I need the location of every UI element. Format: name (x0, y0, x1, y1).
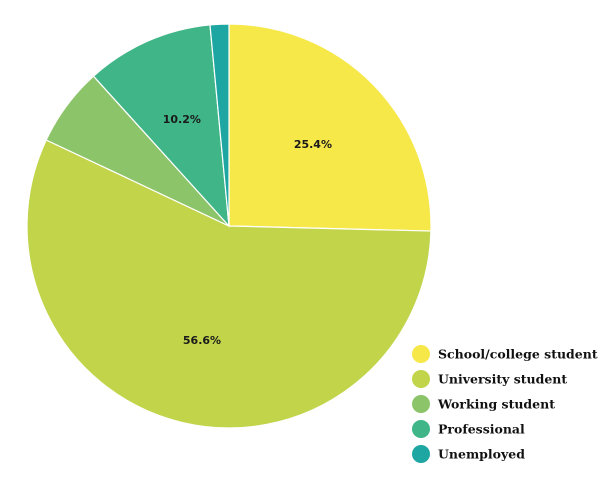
pie-slices (26, 23, 432, 429)
slice-value-label-school-college-student: 25.4% (294, 138, 332, 151)
legend-swatch-working-student (412, 395, 430, 413)
legend-swatch-school-college-student (412, 345, 430, 363)
pie-value-labels: 25.4% 56.6% 10.2% (163, 113, 332, 347)
legend-swatch-unemployed (412, 445, 430, 463)
legend-swatch-university-student (412, 370, 430, 388)
legend-label-school-college-student: School/college student (438, 347, 598, 362)
slice-unemployed (209, 23, 230, 227)
legend-label-unemployed: Unemployed (438, 447, 525, 462)
slice-professional (92, 24, 230, 228)
legend-label-university-student: University student (438, 372, 567, 387)
slice-school-college-student (228, 23, 432, 232)
legend: School/college student University student… (412, 345, 598, 463)
slice-university-student (26, 139, 432, 429)
legend-label-working-student: Working student (437, 397, 555, 412)
slice-value-label-professional: 10.2% (163, 113, 201, 126)
legend-swatch-professional (412, 420, 430, 438)
legend-label-professional: Professional (438, 422, 525, 437)
slice-value-label-university-student: 56.6% (183, 334, 221, 347)
